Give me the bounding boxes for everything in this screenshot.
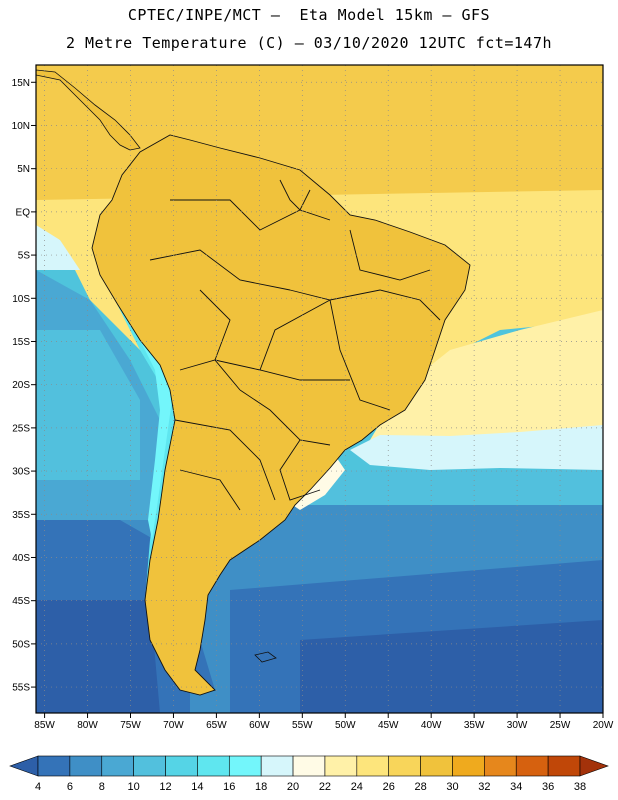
lon-tick-label: 60W (249, 720, 270, 731)
lat-tick-label: 45S (12, 596, 30, 607)
lat-tick-label: EQ (16, 207, 31, 218)
colorbar-swatch (515, 755, 549, 777)
lat-tick-label: 20S (12, 380, 30, 391)
colorbar-label: 32 (478, 781, 490, 793)
colorbar-swatch (69, 755, 103, 777)
colorbar-swatch (324, 755, 358, 777)
lat-tick-label: 10S (12, 294, 30, 305)
longitude-axis: 85W 80W 75W 70W 65W 60W 55W 50W 45W 40W 35W 30W 25W 2… (34, 713, 614, 731)
colorbar-label: 30 (446, 781, 458, 793)
colorbar-swatch (547, 755, 581, 777)
colorbar-label: 24 (351, 781, 363, 793)
colorbar-label: 38 (574, 781, 586, 793)
lat-tick-label: 5N (17, 164, 30, 175)
colorbar-swatch (228, 755, 262, 777)
colorbar-label: 22 (319, 781, 331, 793)
colorbar-label: 28 (414, 781, 426, 793)
colorbar-label: 6 (67, 781, 73, 793)
colorbar: 4 6 8 10 12 14 16 18 20 22 24 26 28 30 32 34 36 38 (9, 755, 609, 793)
colorbar-swatch (101, 755, 134, 777)
colorbar-label: 4 (35, 781, 41, 793)
lat-tick-label: 40S (12, 553, 30, 564)
colorbar-label: 10 (128, 781, 140, 793)
map-title-line-2: 2 Metre Temperature (C) – 03/10/2020 12U… (65, 34, 553, 52)
lon-tick-label: 55W (292, 720, 313, 731)
lon-tick-label: 85W (34, 720, 55, 731)
lon-tick-label: 25W (550, 720, 571, 731)
country-borders (91, 134, 471, 696)
colorbar-label: 20 (287, 781, 299, 793)
colorbar-label: 36 (542, 781, 554, 793)
colorbar-label: 14 (191, 781, 203, 793)
lon-tick-label: 35W (464, 720, 485, 731)
lon-tick-label: 40W (421, 720, 442, 731)
lat-tick-label: 15N (12, 78, 30, 89)
lon-tick-label: 30W (507, 720, 528, 731)
lon-tick-label: 70W (163, 720, 184, 731)
lat-tick-label: 35S (12, 510, 30, 521)
lat-tick-label: 50S (12, 639, 30, 650)
colorbar-swatch (420, 755, 453, 777)
lat-tick-label: 25S (12, 423, 30, 434)
colorbar-label: 8 (99, 781, 105, 793)
lon-tick-label: 75W (120, 720, 141, 731)
colorbar-swatch (292, 755, 326, 777)
lon-tick-label: 50W (335, 720, 356, 731)
lon-tick-label: 20W (593, 720, 614, 731)
colorbar-swatch (260, 755, 294, 777)
lat-tick-label: 55S (12, 683, 30, 694)
colorbar-arrow-high (579, 755, 609, 777)
map-grid (36, 65, 603, 713)
lon-tick-label: 45W (378, 720, 399, 731)
lat-tick-label: 5S (18, 251, 31, 262)
colorbar-arrow-low (9, 755, 39, 777)
colorbar-swatch (197, 755, 230, 777)
colorbar-label: 26 (383, 781, 395, 793)
lat-tick-label: 15S (12, 337, 30, 348)
colorbar-label: 34 (510, 781, 522, 793)
colorbar-label: 12 (159, 781, 171, 793)
colorbar-swatch (356, 755, 390, 777)
colorbar-label: 18 (255, 781, 267, 793)
latitude-axis: 15N 10N 5N EQ 5S 10S 15S 20S 25S 30S 35S 40S 45S 50S 5… (12, 78, 36, 694)
colorbar-label: 16 (223, 781, 235, 793)
lat-tick-label: 30S (12, 467, 30, 478)
lon-tick-label: 80W (77, 720, 98, 731)
colorbar-swatch (165, 755, 198, 777)
lat-tick-label: 10N (12, 121, 30, 132)
map-frame (35, 64, 604, 714)
colorbar-swatch (484, 755, 517, 777)
temperature-field (36, 65, 603, 713)
map-title-line-1: CPTEC/INPE/MCT – Eta Model 15km – GFS (127, 6, 491, 24)
colorbar-swatch (133, 755, 166, 777)
colorbar-swatch (452, 755, 485, 777)
colorbar-swatch (37, 755, 71, 777)
lon-tick-label: 65W (206, 720, 227, 731)
colorbar-swatch (388, 755, 421, 777)
